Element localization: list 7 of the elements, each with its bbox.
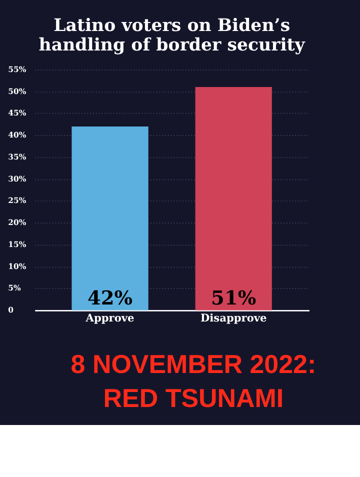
data-label: 42%	[87, 286, 133, 310]
x-tick-label: Approve	[84, 312, 135, 324]
x-tick-label: Disapprove	[200, 312, 268, 324]
text: 8 NOVEMBER 2022:	[70, 349, 316, 380]
text: RED TSUNAMI	[103, 382, 284, 413]
chart-title: Latino voters on Biden’s handling of border security	[38, 16, 306, 56]
data-label: 51%	[211, 286, 256, 310]
